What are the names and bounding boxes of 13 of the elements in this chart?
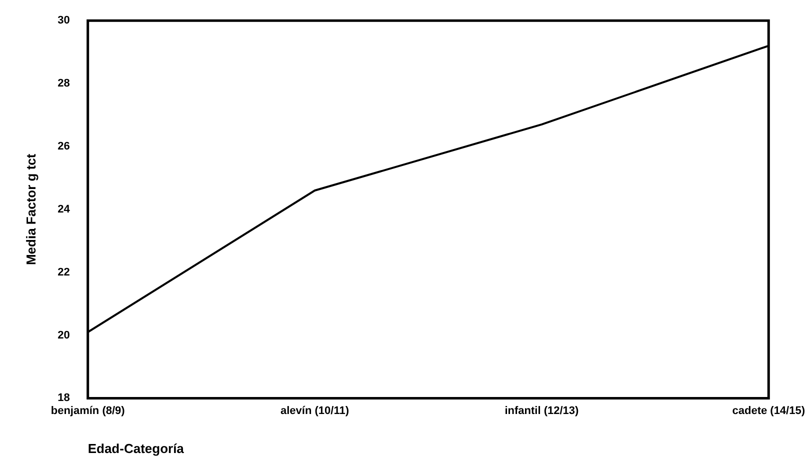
- y-tick-label: 26: [58, 140, 70, 152]
- x-axis-title: Edad-Categoría: [88, 440, 185, 456]
- y-tick-label: 20: [58, 329, 70, 342]
- y-tick-label: 22: [58, 266, 70, 278]
- x-tick-label: cadete (14/15): [732, 404, 806, 417]
- x-tick-label: alevín (10/11): [280, 404, 350, 417]
- x-tick-label: infantil (12/13): [504, 404, 580, 417]
- y-tick-label: 30: [58, 14, 70, 27]
- y-tick-label: 28: [58, 78, 70, 90]
- y-tick-label: 24: [58, 203, 71, 216]
- y-axis-title: Media Factor g tct: [23, 153, 38, 266]
- y-tick-label: 18: [58, 392, 70, 404]
- x-tick-label: benjamín (8/9): [50, 404, 126, 417]
